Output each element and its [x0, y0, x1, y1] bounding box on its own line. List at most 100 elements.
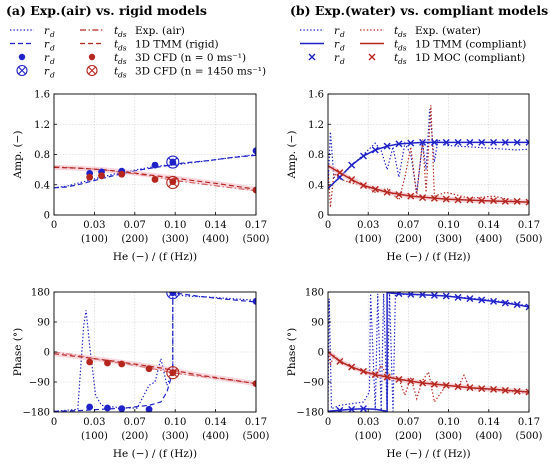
x-axis-label: He (−) / (f (Hz))	[113, 251, 197, 263]
y-tick-label: 1.2	[308, 120, 324, 131]
chart-b-phase-panel: 0 0.03 (100) 0.07 (200) 0.10 (300) 0.14 (400) 0.1…	[286, 288, 543, 461]
legend-rd-symbol: r	[334, 25, 340, 37]
x-axis-label: He (−) / (f (Hz))	[386, 251, 470, 263]
chart-a-legend: r d t ds Exp. (air)r d t ds 1D TMM (rigid)r d t ds 3…	[10, 25, 266, 80]
legend-tds-swatch	[86, 64, 98, 77]
series-rd-3d-cfd-n-0--point	[104, 404, 111, 412]
series-rd-1d-moc-compliant--point	[490, 297, 498, 305]
series-rd-3d-cfd-n-0--point	[118, 405, 126, 412]
series-tds-3d-cfd-n-0--point	[252, 380, 256, 388]
series-rd-1d-moc-compliant--point	[525, 138, 529, 146]
chart-b-amplitude-panel: 0 0.03 (100) 0.07 (200) 0.10 (300) 0.14 (400) 0.1…	[286, 90, 543, 264]
series-tds-1d-tmm-compliant--band	[328, 163, 529, 205]
legend-tds-subscript: ds	[398, 30, 407, 39]
legend-rd-symbol: r	[44, 66, 50, 78]
series-tds-1d-tmm-rigid--band	[54, 164, 256, 192]
plot-area	[54, 147, 256, 194]
series-tds-3d-cfd-n-1450--point	[166, 175, 180, 190]
legend-rd-subscript: d	[50, 44, 55, 53]
x-tick-hz-label: (400)	[202, 431, 229, 442]
series-tds-exp-water--line	[328, 348, 529, 404]
series-tds-1d-moc-compliant--point	[442, 195, 450, 203]
y-axis-label: Phase (°)	[286, 328, 298, 376]
x-tick-hz-label: (100)	[81, 234, 108, 245]
y-tick-label: 0.4	[34, 180, 50, 191]
series-rd-1d-moc-compliant--point	[466, 138, 474, 146]
series-rd-1d-moc-compliant--point	[395, 292, 403, 298]
legend-label: 1D TMM (rigid)	[135, 39, 219, 51]
series-tds-3d-cfd-n-1450--ring	[166, 175, 180, 190]
series-rd-3d-cfd-n-1450--ring	[166, 155, 180, 169]
x-tick-hz-label: (400)	[475, 234, 502, 245]
legend-tds-subscript: ds	[398, 44, 407, 53]
legend-tds-swatch	[368, 53, 376, 61]
series-tds-1d-moc-compliant--point	[478, 385, 486, 393]
x-tick-label: 0	[325, 220, 331, 231]
series-rd-1d-moc-compliant--point	[395, 140, 403, 148]
legend-rd-swatch	[18, 53, 26, 61]
series-tds-1d-moc-compliant--point	[348, 175, 356, 183]
x-tick-hz-label: (500)	[516, 234, 543, 245]
legend-tds-subscript: ds	[118, 71, 127, 80]
legend-tds-symbol: t	[114, 39, 119, 51]
y-tick-label: 0	[318, 348, 324, 359]
series-rd-exp-air--line	[54, 292, 256, 412]
x-tick-label: 0.10	[164, 417, 186, 428]
series-rd-1d-moc-compliant--point	[336, 406, 344, 412]
legend-rd-subscript: d	[50, 30, 55, 39]
x-tick-hz-label: (100)	[355, 431, 382, 442]
series-rd-3d-cfd-n-0--point	[86, 403, 94, 411]
x-tick-label: 0.07	[124, 220, 146, 231]
series-tds-1d-moc-compliant--point	[407, 192, 415, 200]
series-rd-3d-cfd-n-0--point	[252, 297, 256, 305]
y-tick-label: 1.6	[308, 90, 324, 101]
grid	[327, 291, 530, 413]
series-tds-1d-moc-compliant--point	[359, 182, 367, 190]
y-tick-label: −180	[23, 408, 50, 419]
series-rd-1d-moc-compliant--point	[454, 293, 462, 301]
legend-tds-symbol: t	[114, 25, 119, 37]
series-tds-1d-tmm-compliant--band	[328, 350, 529, 395]
x-tick-hz-label: (300)	[162, 431, 189, 442]
series-tds-1d-moc-compliant--point	[478, 197, 486, 205]
legend-tds-subscript: ds	[118, 44, 127, 53]
series-rd-3d-cfd-n-0--point	[151, 161, 159, 169]
series-rd-1d-moc-compliant--point	[442, 292, 450, 300]
series-tds-1d-moc-compliant--point	[395, 191, 403, 199]
series-tds-1d-moc-compliant--point	[419, 194, 427, 202]
y-tick-label: 0	[44, 211, 50, 222]
series-tds-3d-cfd-n-0--point	[98, 172, 105, 180]
x-tick-hz-label: (300)	[435, 431, 462, 442]
legend-rd-swatch-ring	[16, 64, 28, 77]
series-tds-3d-cfd-n-0--point	[145, 365, 153, 373]
series-tds-3d-cfd-n-1450--ring	[166, 366, 180, 380]
series-rd-1d-moc-compliant--point	[442, 138, 450, 146]
chart-a: (a) Exp.(air) vs. rigid models r d t ds Exp.…	[6, 3, 270, 460]
grid	[53, 93, 257, 216]
series-tds-3d-cfd-n-0--point	[118, 170, 126, 178]
x-tick-hz-label: (300)	[162, 234, 189, 245]
series-rd-3d-cfd-n-0--point	[252, 147, 256, 155]
series-tds-1d-moc-compliant--point	[525, 388, 529, 396]
series-tds-1d-moc-compliant--point	[348, 363, 356, 371]
series-tds-1d-moc-compliant--point	[490, 385, 498, 393]
series-tds-1d-moc-compliant--point	[501, 386, 509, 394]
legend-tds-subscript: ds	[118, 57, 127, 66]
series-rd-1d-moc-compliant--point	[430, 138, 438, 146]
x-tick-label: 0.17	[245, 417, 267, 428]
x-tick-label: 0.07	[124, 417, 146, 428]
series-rd-1d-tmm-rigid--line	[54, 154, 256, 189]
x-tick-label: 0.03	[83, 417, 105, 428]
series-tds-1d-moc-compliant--point	[430, 194, 438, 202]
series-rd-3d-cfd-n-0--point	[145, 405, 153, 412]
series-tds-1d-tmm-rigid--band	[54, 351, 256, 387]
series-tds-1d-moc-compliant--point	[419, 379, 427, 387]
legend-rd-symbol: r	[44, 52, 50, 64]
legend-rd-swatch	[308, 53, 316, 61]
series-tds-3d-cfd-n-1450--cross	[168, 178, 178, 187]
chart-a-amplitude-panel: 0 0.03 (100) 0.07 (200) 0.10 (300) 0.14 (400) 0.1…	[12, 90, 270, 264]
legend-rd-swatch	[16, 64, 28, 77]
series-tds-3d-cfd-n-0--point	[118, 360, 126, 368]
